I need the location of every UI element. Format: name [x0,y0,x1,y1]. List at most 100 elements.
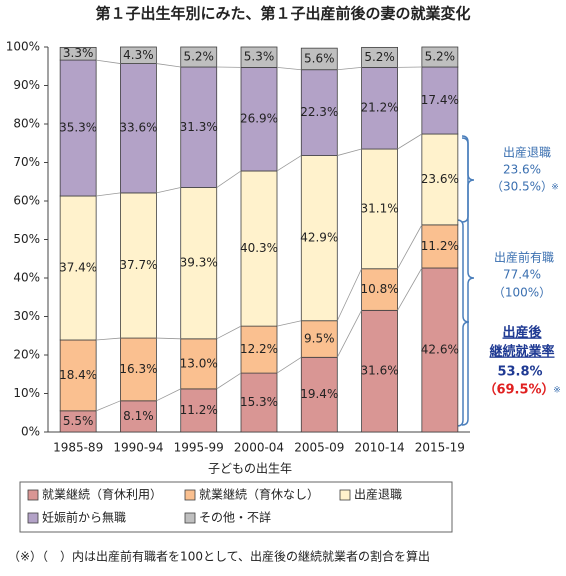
connector-line [96,192,121,197]
data-label: 42.9% [300,231,338,245]
bar-segment [59,59,97,197]
data-label: 22.3% [300,105,338,119]
y-tick-label: 100% [6,40,40,54]
data-label: 9.5% [304,332,335,346]
bar-segment [300,155,338,322]
data-label: 5.2% [425,50,456,64]
data-label: 35.3% [59,121,97,135]
legend-label: 就業継続（育休なし） [199,487,319,502]
legend-swatch [27,489,39,501]
connector-line [96,337,121,341]
bar-segment [300,320,338,358]
bar-segment [300,356,338,433]
bar-segment [240,372,278,433]
bar-segment [421,46,459,68]
connector-line [216,325,242,340]
x-axis-label: 子どもの出生年 [208,462,292,476]
legend-swatch [27,512,39,524]
data-label: 31.6% [361,364,399,378]
connector-line [276,67,302,71]
bar-segment [120,400,157,433]
connector-line [216,170,242,188]
bar-segment [240,67,278,172]
data-label: 5.3% [244,50,275,64]
data-label: 4.3% [123,48,154,62]
bracket [461,135,475,426]
data-label: 39.3% [180,256,218,270]
x-tick-label: 2015-19 [415,441,465,455]
connector-line [156,388,181,402]
annotation: ※ [553,386,561,396]
y-tick-label: 60% [13,194,40,208]
data-label: 12.2% [240,342,278,356]
bar-segment [59,195,97,341]
bar-segment [180,46,218,68]
legend-swatch [339,489,351,501]
y-tick-label: 30% [13,309,40,323]
connector-line [337,148,362,156]
legend-label: 出産退職 [354,487,402,502]
connector-line [276,356,302,374]
bar-segment [361,309,398,433]
annotation: ※ [551,183,559,193]
annotation: 出産退職 [503,145,551,160]
data-label: 5.5% [63,414,94,428]
bar-segment [120,46,157,64]
y-tick-label: 80% [13,117,40,131]
connector-line [156,63,181,68]
x-tick-label: 1985-89 [53,441,103,455]
data-label: 37.4% [59,260,97,274]
legend-label: 妊娠前から無職 [42,510,126,525]
connector-line [156,337,181,340]
bar-segment [59,339,97,412]
y-tick-label: 50% [13,232,40,246]
bar-segment [120,192,157,339]
y-tick-label: 90% [13,78,40,92]
data-label: 21.2% [361,101,399,115]
connector-line [337,67,362,71]
connector-line [156,187,181,194]
bar-segment [361,148,398,270]
annotation: 出産前有職 [494,250,554,265]
connector-line [96,59,121,64]
y-tick-label: 10% [13,386,40,400]
data-label: 5.2% [183,50,214,64]
data-label: 23.6% [421,172,459,186]
data-label: 26.9% [240,112,278,126]
annotation: 出産後 [502,325,542,341]
bar-segment [300,47,338,71]
data-label: 5.2% [364,50,395,64]
connector-line [397,133,423,150]
connector-line [397,224,423,269]
bar-segment [300,69,338,156]
y-tick-label: 40% [13,271,40,285]
bar-segment [120,63,157,194]
annotation: 77.4% [503,268,541,282]
data-label: 19.4% [300,387,338,401]
data-label: 18.4% [59,368,97,382]
connector-line [336,268,362,321]
x-tick-label: 2005-09 [294,441,344,455]
legend-label: その他・不詳 [199,510,271,525]
y-tick-label: 0% [21,425,40,439]
annotation: （30.5%） [491,180,553,194]
data-label: 31.1% [361,201,399,215]
data-label: 3.3% [63,46,94,60]
bar-segment [240,170,278,327]
data-label: 8.1% [123,409,154,423]
bar-segment [180,388,218,433]
data-label: 40.3% [240,241,278,255]
bar-segment [361,268,398,311]
data-label: 15.3% [240,395,278,409]
data-label: 17.4% [421,93,459,107]
bar-segment [59,46,97,61]
x-tick-label: 1995-99 [174,441,224,455]
legend-swatch [184,489,196,501]
data-label: 10.8% [361,282,399,296]
bar-segment [421,133,459,226]
connector-line [276,320,302,327]
annotation: （69.5%） [483,382,554,398]
connector-line [276,155,302,172]
data-label: 11.2% [421,239,459,253]
